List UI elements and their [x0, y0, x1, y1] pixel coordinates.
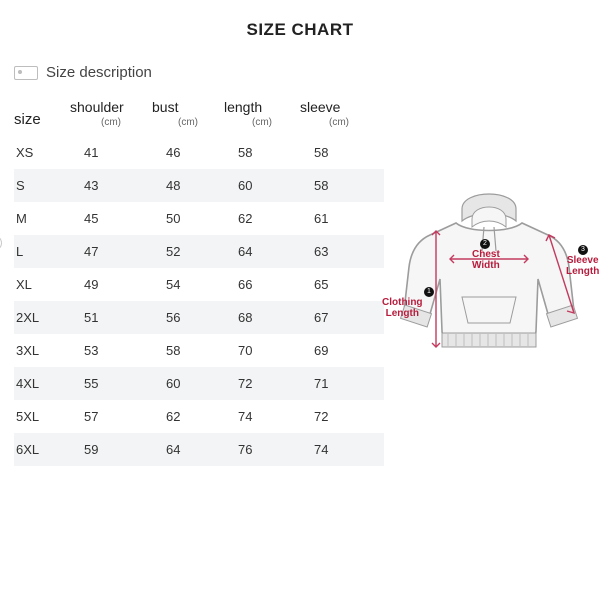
cell-bust: 64	[152, 442, 224, 457]
col-bust: bust	[152, 99, 178, 115]
edge-dot-icon	[0, 235, 2, 251]
table-row: S43486058	[14, 169, 384, 202]
cell-sleeve: 72	[300, 409, 378, 424]
table-row: 6XL59647674	[14, 433, 384, 466]
bullet-3: 3	[578, 245, 588, 255]
table-row: 2XL51566867	[14, 301, 384, 334]
cell-bust: 48	[152, 178, 224, 193]
cell-sleeve: 67	[300, 310, 378, 325]
size-description-icon	[14, 66, 38, 80]
cell-sleeve: 58	[300, 145, 378, 160]
cell-bust: 56	[152, 310, 224, 325]
col-sleeve-unit: (cm)	[329, 117, 349, 128]
table-row: M45506261	[14, 202, 384, 235]
cell-length: 72	[224, 376, 300, 391]
cell-length: 70	[224, 343, 300, 358]
bullet-1: 1	[424, 287, 434, 297]
col-shoulder-unit: (cm)	[101, 117, 121, 128]
cell-size: XL	[14, 277, 70, 292]
cell-shoulder: 45	[70, 211, 152, 226]
cell-length: 74	[224, 409, 300, 424]
page-title: SIZE CHART	[14, 20, 586, 40]
cell-size: 6XL	[14, 442, 70, 457]
cell-size: 2XL	[14, 310, 70, 325]
cell-shoulder: 43	[70, 178, 152, 193]
cell-bust: 58	[152, 343, 224, 358]
hoodie-svg	[384, 181, 594, 371]
cell-sleeve: 65	[300, 277, 378, 292]
cell-shoulder: 47	[70, 244, 152, 259]
table-row: 4XL55607271	[14, 367, 384, 400]
size-table: size shoulder(cm) bust(cm) length(cm) sl…	[14, 91, 384, 466]
cell-length: 58	[224, 145, 300, 160]
cell-shoulder: 51	[70, 310, 152, 325]
cell-length: 66	[224, 277, 300, 292]
col-sleeve: sleeve	[300, 99, 340, 115]
bullet-2: 2	[480, 239, 490, 249]
cell-sleeve: 61	[300, 211, 378, 226]
cell-bust: 60	[152, 376, 224, 391]
cell-length: 68	[224, 310, 300, 325]
cell-sleeve: 74	[300, 442, 378, 457]
cell-sleeve: 71	[300, 376, 378, 391]
col-length: length	[224, 99, 262, 115]
size-description-row: Size description	[14, 64, 586, 81]
label-clothing-length: Clothing Length	[382, 297, 423, 319]
cell-sleeve: 58	[300, 178, 378, 193]
table-row: L47526463	[14, 235, 384, 268]
cell-bust: 54	[152, 277, 224, 292]
col-length-unit: (cm)	[252, 117, 272, 128]
cell-length: 64	[224, 244, 300, 259]
label-chest-width: Chest Width	[472, 249, 500, 271]
cell-size: 5XL	[14, 409, 70, 424]
cell-length: 60	[224, 178, 300, 193]
hoodie-diagram: 1 2 3 Clothing Length Chest Width Sleeve…	[384, 181, 594, 481]
cell-shoulder: 57	[70, 409, 152, 424]
cell-sleeve: 69	[300, 343, 378, 358]
cell-shoulder: 49	[70, 277, 152, 292]
table-row: 3XL53587069	[14, 334, 384, 367]
size-description-label: Size description	[46, 64, 152, 81]
cell-shoulder: 59	[70, 442, 152, 457]
table-header: size shoulder(cm) bust(cm) length(cm) sl…	[14, 91, 384, 136]
cell-sleeve: 63	[300, 244, 378, 259]
table-row: 5XL57627472	[14, 400, 384, 433]
cell-size: M	[14, 211, 70, 226]
cell-shoulder: 55	[70, 376, 152, 391]
cell-bust: 50	[152, 211, 224, 226]
cell-size: XS	[14, 145, 70, 160]
col-bust-unit: (cm)	[178, 117, 198, 128]
cell-length: 62	[224, 211, 300, 226]
col-size: size	[14, 111, 41, 128]
cell-bust: 52	[152, 244, 224, 259]
table-row: XL49546665	[14, 268, 384, 301]
cell-size: 3XL	[14, 343, 70, 358]
cell-size: S	[14, 178, 70, 193]
table-row: XS41465858	[14, 136, 384, 169]
cell-shoulder: 41	[70, 145, 152, 160]
cell-size: L	[14, 244, 70, 259]
cell-bust: 46	[152, 145, 224, 160]
label-sleeve-length: Sleeve Length	[566, 255, 599, 277]
cell-shoulder: 53	[70, 343, 152, 358]
cell-bust: 62	[152, 409, 224, 424]
col-shoulder: shoulder	[70, 99, 124, 115]
cell-size: 4XL	[14, 376, 70, 391]
cell-length: 76	[224, 442, 300, 457]
